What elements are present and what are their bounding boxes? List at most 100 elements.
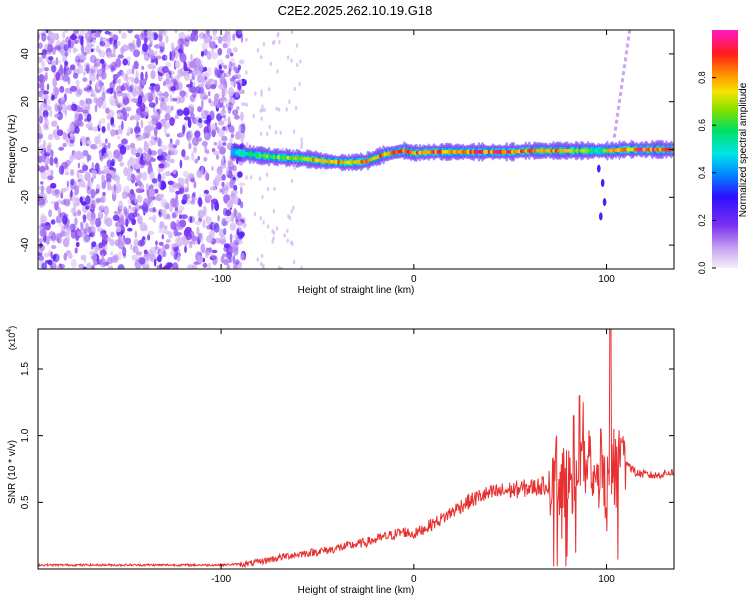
noise-speckle-1154 — [227, 116, 231, 126]
noise-speckle-1623 — [137, 256, 144, 263]
noise-speckle-1679 — [62, 74, 70, 82]
noise-speckle-686 — [230, 133, 235, 139]
noise-speckle-915 — [232, 176, 236, 181]
noise-speckle-1248 — [69, 223, 76, 233]
colorbar-tick-label: 0.2 — [697, 214, 707, 227]
noise-speckle-1263 — [225, 251, 233, 260]
noise-speckle-1521 — [164, 113, 171, 121]
noise-speckle-844 — [155, 96, 159, 105]
noise-speckle-1650 — [58, 165, 64, 175]
noise-speckle-1163 — [229, 179, 235, 189]
noise-speckle-430 — [147, 234, 151, 241]
noise-speckle-1027 — [86, 39, 89, 46]
noise-speckle-662 — [187, 30, 191, 33]
noise-speckle-1052 — [213, 222, 220, 233]
noise-speckle-787 — [149, 157, 156, 162]
noise-speckle-298 — [223, 117, 227, 122]
noise-speckle-61 — [110, 185, 114, 191]
noise-speckle-1766 — [300, 144, 303, 150]
noise-speckle-741 — [155, 240, 158, 246]
noise-speckle-1380 — [229, 77, 235, 82]
noise-speckle-1724 — [274, 130, 278, 135]
noise-speckle-964 — [86, 262, 92, 269]
noise-speckle-961 — [233, 243, 239, 252]
noise-speckle-1785 — [272, 230, 276, 235]
noise-speckle-1614 — [197, 209, 205, 219]
noise-speckle-1528 — [156, 90, 163, 97]
noise-speckle-527 — [136, 194, 143, 203]
noise-speckle-71 — [221, 181, 225, 188]
noise-speckle-898 — [70, 207, 76, 214]
noise-speckle-1735 — [291, 241, 294, 247]
noise-speckle-1692 — [117, 143, 124, 150]
noise-speckle-1767 — [290, 58, 293, 63]
noise-speckle-1706 — [275, 106, 278, 111]
noise-speckle-1299 — [56, 129, 64, 136]
noise-speckle-774 — [78, 180, 86, 188]
y-tick-label: -20 — [20, 190, 31, 205]
noise-speckle-1541 — [122, 58, 128, 66]
noise-speckle-1658 — [76, 170, 80, 179]
noise-speckle-707 — [203, 119, 209, 124]
noise-speckle-1259 — [162, 250, 167, 258]
noise-speckle-1686 — [55, 72, 61, 81]
noise-speckle-1401 — [181, 234, 187, 242]
noise-speckle-1041 — [176, 109, 184, 116]
noise-speckle-1683 — [134, 198, 138, 204]
noise-speckle-1368 — [221, 155, 225, 163]
noise-speckle-1591 — [106, 114, 112, 120]
noise-speckle-566 — [219, 235, 227, 245]
track-cell-702 — [600, 179, 605, 187]
noise-speckle-1177 — [110, 251, 113, 256]
noise-speckle-929 — [105, 150, 113, 160]
noise-speckle-1033 — [103, 42, 111, 48]
noise-speckle-1545 — [236, 221, 243, 227]
noise-speckle-1728 — [294, 106, 298, 111]
noise-speckle-740 — [127, 126, 133, 134]
noise-speckle-1191 — [103, 165, 109, 171]
noise-speckle-674 — [165, 162, 170, 168]
noise-speckle-1522 — [208, 98, 212, 104]
noise-speckle-711 — [53, 157, 58, 165]
noise-speckle-1681 — [165, 133, 170, 138]
noise-speckle-808 — [118, 30, 122, 34]
noise-speckle-109 — [211, 148, 216, 153]
noise-speckle-1481 — [199, 86, 204, 95]
noise-speckle-592 — [68, 47, 72, 53]
noise-speckle-1774 — [261, 194, 264, 200]
noise-speckle-1588 — [71, 103, 78, 112]
noise-speckle-1638 — [64, 186, 70, 191]
noise-speckle-1342 — [117, 104, 121, 109]
noise-speckle-700 — [181, 149, 186, 158]
noise-speckle-361 — [111, 34, 119, 42]
noise-speckle-1203 — [232, 109, 239, 116]
noise-speckle-1029 — [112, 79, 116, 84]
noise-speckle-1111 — [113, 210, 121, 215]
noise-speckle-1013 — [134, 34, 140, 40]
noise-speckle-687 — [113, 255, 118, 261]
noise-speckle-814 — [80, 254, 86, 261]
noise-speckle-65 — [102, 191, 106, 197]
noise-speckle-1465 — [145, 153, 151, 162]
noise-speckle-1586 — [159, 193, 165, 199]
noise-speckle-1394 — [202, 262, 208, 268]
snr-x-tick-label: 0 — [411, 574, 417, 585]
noise-speckle-1265 — [239, 80, 243, 86]
noise-speckle-1653 — [212, 255, 218, 266]
noise-speckle-988 — [157, 254, 162, 263]
noise-speckle-985 — [126, 167, 133, 176]
noise-speckle-1317 — [139, 222, 147, 232]
snr-scale-prefix: (x10 — [7, 333, 17, 351]
noise-speckle-1526 — [48, 30, 52, 36]
noise-speckle-1645 — [74, 247, 78, 254]
noise-speckle-1752 — [293, 165, 296, 171]
spectrogram-x-axis: -100 0 100 — [211, 30, 615, 285]
noise-speckle-407 — [232, 33, 236, 41]
noise-speckle-937 — [75, 241, 80, 248]
noise-speckle-1644 — [141, 171, 148, 181]
noise-speckle-615 — [64, 171, 70, 176]
noise-speckle-1355 — [169, 138, 173, 144]
noise-speckle-1500 — [101, 174, 106, 183]
noise-speckle-1781 — [286, 55, 290, 60]
noise-speckle-1727 — [299, 59, 302, 64]
